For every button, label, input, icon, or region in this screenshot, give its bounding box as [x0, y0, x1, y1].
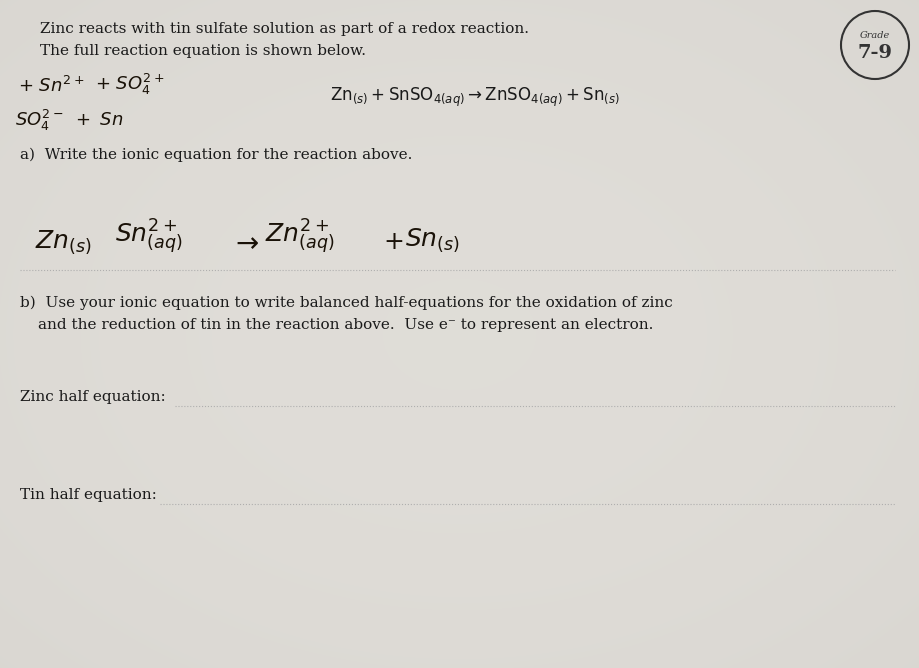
Text: Zinc half equation:: Zinc half equation:: [20, 390, 165, 404]
Text: $\mathit{Zn}^{2+}_{(aq)}$: $\mathit{Zn}^{2+}_{(aq)}$: [265, 218, 335, 257]
Text: Grade: Grade: [860, 31, 891, 41]
Text: a)  Write the ionic equation for the reaction above.: a) Write the ionic equation for the reac…: [20, 148, 413, 162]
Text: $\mathit{Sn}^{2+}_{(aq)}$: $\mathit{Sn}^{2+}_{(aq)}$: [115, 218, 183, 257]
Text: and the reduction of tin in the reaction above.  Use e⁻ to represent an electron: and the reduction of tin in the reaction…: [38, 318, 653, 332]
Text: b)  Use your ionic equation to write balanced half-equations for the oxidation o: b) Use your ionic equation to write bala…: [20, 296, 673, 311]
Text: $\mathit{SO}_4^{2-}\ +\ \mathit{Sn}$: $\mathit{SO}_4^{2-}\ +\ \mathit{Sn}$: [15, 108, 123, 133]
Text: $+$: $+$: [383, 230, 403, 254]
Text: Tin half equation:: Tin half equation:: [20, 488, 157, 502]
Text: The full reaction equation is shown below.: The full reaction equation is shown belo…: [40, 44, 366, 58]
Text: $\rightarrow$: $\rightarrow$: [230, 228, 259, 256]
Text: $+\ \mathit{Sn}^{2+}$: $+\ \mathit{Sn}^{2+}$: [18, 76, 85, 96]
Text: 7-9: 7-9: [857, 44, 892, 62]
Text: $\mathit{Sn}_{(s)}$: $\mathit{Sn}_{(s)}$: [405, 226, 460, 254]
Text: $+\ \mathit{SO}_4^{2+}$: $+\ \mathit{SO}_4^{2+}$: [95, 72, 165, 97]
Text: $\mathit{Zn}_{(s)}$: $\mathit{Zn}_{(s)}$: [35, 228, 92, 256]
Text: $\mathrm{Zn}_{(s)}+\mathrm{SnSO}_{4(aq)}\rightarrow\mathrm{ZnSO}_{4(aq)}+\mathrm: $\mathrm{Zn}_{(s)}+\mathrm{SnSO}_{4(aq)}…: [330, 86, 620, 109]
Text: Zinc reacts with tin sulfate solution as part of a redox reaction.: Zinc reacts with tin sulfate solution as…: [40, 22, 529, 36]
